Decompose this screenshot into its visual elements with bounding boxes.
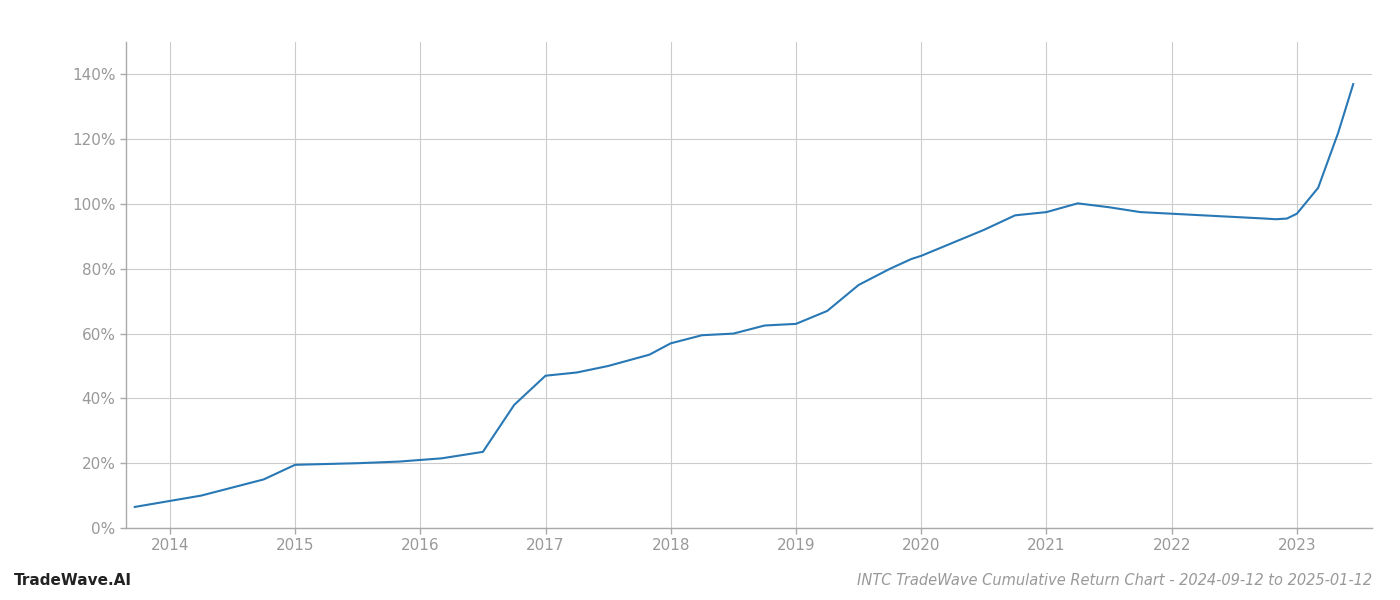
Text: INTC TradeWave Cumulative Return Chart - 2024-09-12 to 2025-01-12: INTC TradeWave Cumulative Return Chart -… xyxy=(857,573,1372,588)
Text: TradeWave.AI: TradeWave.AI xyxy=(14,573,132,588)
